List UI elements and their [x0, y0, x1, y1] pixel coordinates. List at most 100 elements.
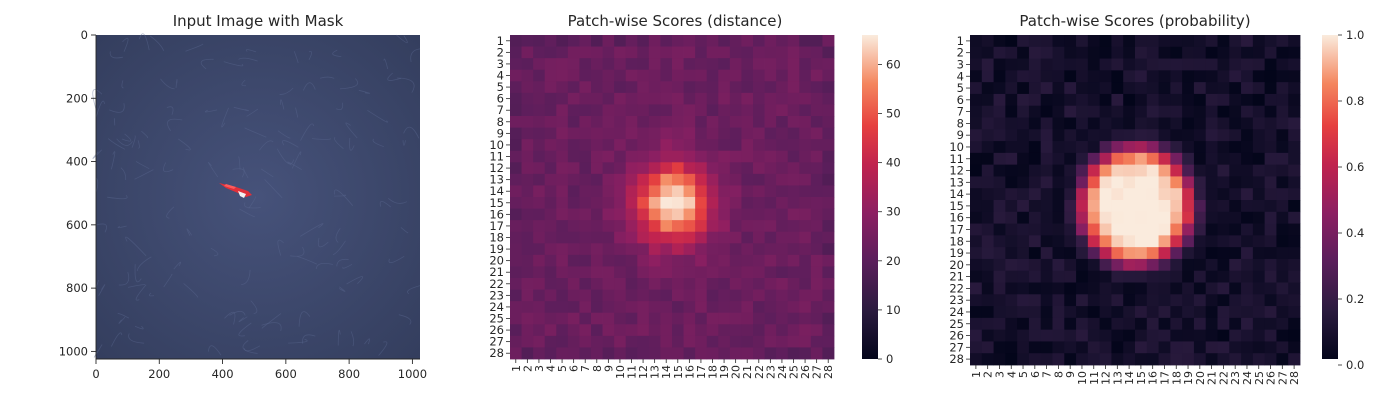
heatmap-cell: [706, 254, 719, 267]
heatmap-cell: [1264, 117, 1277, 130]
texture-line: [245, 49, 257, 53]
texture-line: [279, 87, 294, 95]
panel-probability-heatmap: Patch-wise Scores (probability) 12345678…: [949, 12, 1364, 385]
heatmap-cell: [1170, 329, 1183, 342]
texture-line: [223, 61, 244, 67]
col-label: 13: [649, 365, 662, 379]
heatmap-cell: [729, 46, 742, 59]
heatmap-cell: [764, 254, 777, 267]
heatmap-cell: [981, 129, 994, 142]
panel1-title: Input Image with Mask: [173, 12, 344, 30]
col-label: 11: [626, 365, 639, 379]
heatmap-cell: [764, 104, 777, 117]
row-label: 18: [949, 234, 964, 248]
heatmap-cell: [1193, 58, 1207, 71]
colorbar-tick-label: 10: [886, 303, 901, 317]
heatmap-cell: [1264, 329, 1277, 342]
texture-line: [137, 140, 140, 149]
heatmap-cell: [533, 301, 546, 314]
heatmap-cell: [648, 150, 661, 163]
heatmap-cell: [1064, 282, 1077, 295]
heatmap-cell: [741, 35, 754, 47]
heatmap-cell: [1158, 282, 1171, 295]
heatmap-cell: [1052, 35, 1065, 48]
col-label: 15: [672, 365, 685, 379]
heatmap-cell: [695, 324, 708, 337]
texture-line: [138, 33, 150, 51]
heatmap-cell: [521, 301, 534, 314]
heatmap-cell: [1111, 129, 1124, 142]
texture-line: [277, 130, 291, 139]
heatmap-cell: [1087, 294, 1101, 307]
heatmap-cell: [683, 116, 696, 128]
col-label: 18: [707, 365, 720, 379]
texture-line: [238, 156, 241, 170]
colorbar-tick-label: 1.0: [1346, 28, 1364, 42]
heatmap-cell: [1264, 223, 1277, 236]
heatmap-cell: [1146, 105, 1159, 118]
heatmap-cell: [1123, 306, 1136, 319]
col-label: 26: [1265, 371, 1278, 385]
heatmap-cell: [741, 266, 754, 279]
heatmap-cell: [822, 266, 835, 279]
heatmap-cell: [1040, 58, 1053, 71]
heatmap-cell: [591, 243, 603, 256]
row-label: 12: [489, 161, 504, 175]
heatmap-cell: [602, 289, 615, 302]
heatmap-cell: [1241, 164, 1254, 177]
heatmap-cell: [970, 188, 983, 201]
heatmap-cell: [521, 289, 534, 302]
heatmap-cell: [1076, 317, 1089, 331]
heatmap-cell: [1241, 211, 1254, 224]
heatmap-cell: [695, 335, 708, 348]
row-label: 6: [497, 92, 504, 106]
heatmap-cell: [1076, 117, 1089, 130]
col-label: 10: [614, 365, 627, 379]
heatmap-cell: [706, 35, 719, 47]
heatmap-cell: [695, 139, 708, 152]
texture-line: [264, 179, 283, 199]
heatmap-cell: [533, 81, 546, 94]
heatmap-cell: [1170, 152, 1183, 166]
heatmap-cell: [1005, 235, 1018, 248]
texture-line: [308, 51, 312, 60]
texture-line: [98, 284, 106, 296]
row-label: 9: [497, 126, 504, 140]
colorbar-tick-label: 0.6: [1346, 160, 1364, 174]
heatmap-cell: [1264, 152, 1277, 166]
heatmap-cell: [993, 35, 1006, 48]
heatmap-cell: [683, 347, 696, 360]
heatmap-cell: [1099, 35, 1112, 48]
heatmap-cell: [533, 266, 546, 279]
texture-line: [109, 51, 123, 59]
heatmap-cell: [1123, 282, 1136, 295]
heatmap-cell: [1252, 294, 1266, 307]
heatmap-cell: [1217, 211, 1230, 224]
heatmap-cell: [1276, 35, 1289, 48]
row-label: 7: [497, 103, 504, 117]
heatmap-cell: [970, 258, 983, 272]
heatmap-cell: [1099, 200, 1112, 213]
heatmap-cell: [556, 69, 569, 82]
heatmap-cell: [1040, 70, 1053, 83]
heatmap-cell: [556, 173, 569, 186]
heatmap-cell: [1040, 105, 1053, 118]
heatmap-cell: [637, 208, 650, 221]
heatmap-cell: [648, 324, 661, 337]
heatmap-cell: [1252, 211, 1266, 224]
col-label: 17: [1158, 371, 1171, 385]
heatmap-cell: [706, 278, 719, 290]
heatmap-cell: [1005, 258, 1018, 272]
row-label: 26: [949, 329, 964, 343]
heatmap-cell: [544, 243, 557, 256]
heatmap-cell: [672, 81, 684, 94]
heatmap-cell: [706, 127, 719, 140]
heatmap-cell: [510, 69, 522, 82]
heatmap-cell: [1017, 282, 1030, 295]
heatmap-cell: [1229, 223, 1242, 236]
heatmap-cell: [637, 150, 650, 163]
heatmap-cell: [981, 211, 994, 224]
heatmap-cell: [741, 58, 754, 71]
heatmap-cell: [1123, 141, 1136, 154]
heatmap-cell: [556, 347, 569, 360]
